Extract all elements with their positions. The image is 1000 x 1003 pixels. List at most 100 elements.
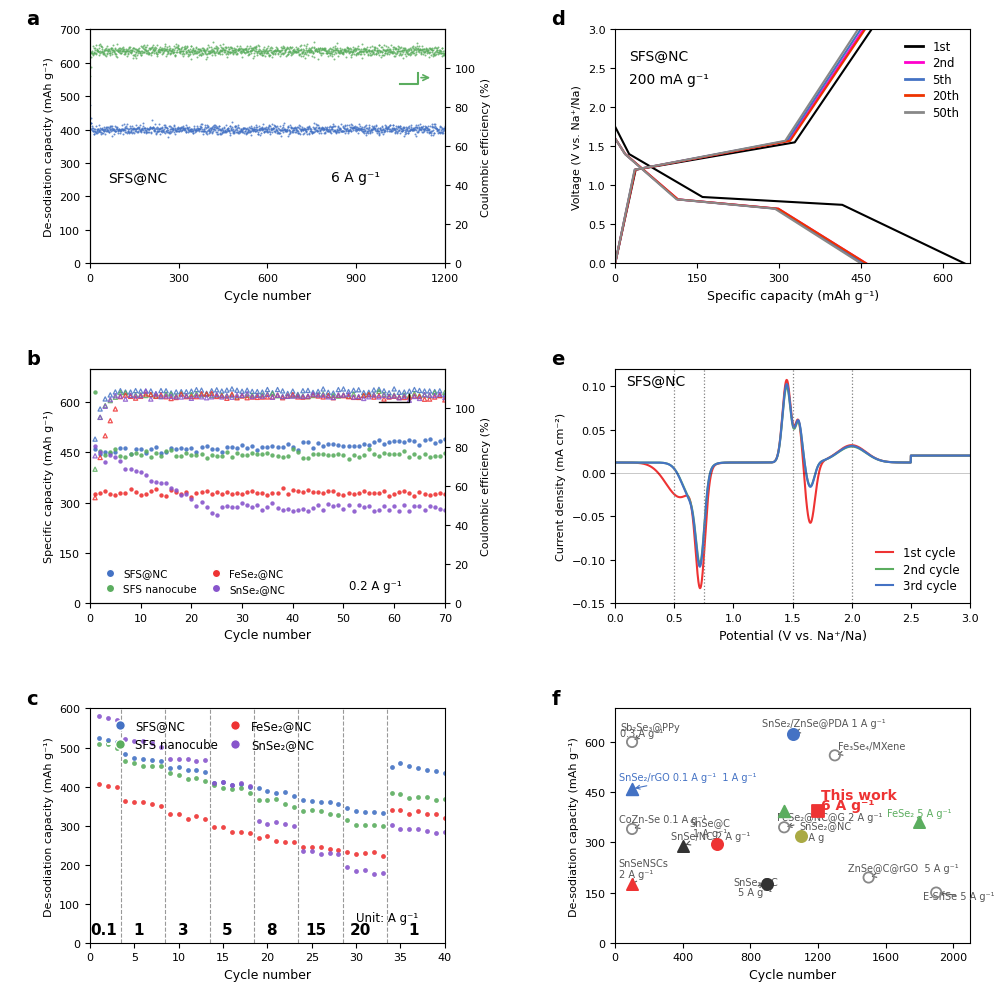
- Point: [219, 484, 235, 500]
- Point: [310, 123, 326, 139]
- Point: [272, 123, 288, 139]
- Point: [324, 122, 340, 138]
- Point: [251, 121, 267, 137]
- Point: [152, 43, 168, 59]
- Point: [314, 41, 330, 57]
- Point: [366, 119, 382, 135]
- Point: [156, 40, 172, 56]
- Point: [143, 121, 159, 137]
- Point: [131, 120, 147, 136]
- Point: [356, 388, 372, 404]
- Point: [205, 118, 221, 134]
- Point: [287, 125, 303, 141]
- Point: [135, 758, 151, 774]
- Point: [352, 118, 368, 134]
- Point: [137, 42, 153, 58]
- Point: [293, 42, 309, 58]
- Point: [139, 125, 155, 141]
- Point: [290, 442, 306, 458]
- Text: f: f: [551, 689, 560, 708]
- Point: [306, 41, 322, 57]
- Point: [361, 120, 377, 136]
- Point: [173, 119, 189, 135]
- Point: [130, 120, 146, 136]
- Point: [229, 440, 245, 456]
- Point: [247, 123, 263, 139]
- Point: [142, 42, 158, 58]
- Point: [374, 123, 390, 139]
- Point: [302, 123, 318, 139]
- Point: [123, 384, 139, 400]
- Point: [264, 44, 280, 60]
- Point: [160, 123, 176, 139]
- Point: [124, 43, 140, 59]
- Point: [381, 503, 397, 519]
- Point: [151, 45, 167, 61]
- Point: [180, 751, 196, 767]
- Point: [97, 41, 113, 57]
- Point: [295, 49, 311, 65]
- Point: [417, 387, 433, 403]
- Point: [222, 118, 238, 134]
- Point: [112, 123, 128, 139]
- Point: [375, 122, 391, 138]
- Point: [224, 388, 240, 404]
- Point: [138, 486, 154, 503]
- Point: [220, 121, 236, 137]
- Point: [97, 447, 113, 463]
- Point: [367, 41, 383, 57]
- Point: [201, 44, 217, 60]
- Point: [243, 121, 259, 137]
- Point: [409, 38, 425, 54]
- Point: [159, 120, 175, 136]
- Text: FeSe₂@NC@G 2 A g⁻¹: FeSe₂@NC@G 2 A g⁻¹: [777, 811, 883, 827]
- Point: [396, 497, 412, 514]
- Point: [294, 45, 310, 61]
- Point: [174, 40, 190, 56]
- Point: [239, 383, 255, 399]
- Point: [356, 447, 372, 463]
- Point: [168, 390, 184, 406]
- Point: [397, 40, 413, 56]
- Point: [381, 47, 397, 63]
- Point: [123, 388, 139, 404]
- Point: [107, 119, 123, 135]
- Point: [277, 796, 293, 812]
- Point: [117, 122, 133, 138]
- Point: [286, 817, 302, 833]
- Point: [410, 821, 426, 838]
- Point: [414, 42, 430, 58]
- Point: [419, 806, 435, 822]
- Point: [341, 45, 357, 61]
- Point: [153, 739, 169, 755]
- Point: [87, 124, 103, 140]
- Point: [175, 119, 191, 135]
- Point: [184, 123, 200, 139]
- Point: [212, 43, 228, 59]
- Point: [146, 43, 162, 59]
- Point: [183, 123, 199, 139]
- Point: [245, 41, 261, 57]
- Point: [240, 125, 256, 141]
- Point: [422, 432, 438, 448]
- Point: [327, 43, 343, 59]
- Point: [117, 47, 133, 63]
- Point: [310, 42, 326, 58]
- Point: [224, 41, 240, 57]
- Point: [97, 123, 113, 139]
- Point: [290, 503, 306, 519]
- Point: [152, 44, 168, 60]
- Point: [163, 46, 179, 62]
- Point: [254, 439, 270, 455]
- Point: [148, 126, 164, 142]
- Point: [299, 126, 315, 142]
- Point: [133, 39, 149, 55]
- Point: [214, 388, 230, 404]
- Point: [239, 44, 255, 60]
- Point: [125, 40, 141, 56]
- Point: [380, 45, 396, 61]
- Point: [237, 42, 253, 58]
- Point: [261, 119, 277, 135]
- Point: [187, 122, 203, 138]
- Point: [422, 124, 438, 140]
